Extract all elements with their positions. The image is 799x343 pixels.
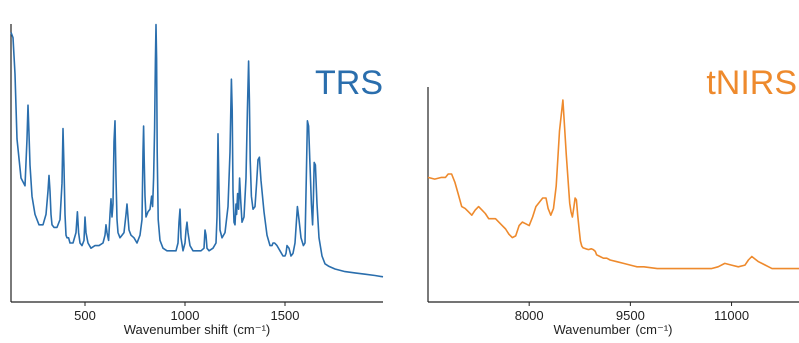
trs-x-axis-label-unit: (cm⁻¹): [233, 322, 270, 337]
trs-panel: 500 1000 1500 TRS Wavenumber shift (cm⁻¹): [10, 23, 384, 337]
tnirs-x-tick-label-8000: 8000: [515, 308, 544, 323]
tnirs-x-tick-label-9500: 9500: [616, 308, 645, 323]
trs-x-tick-label-1500: 1500: [271, 308, 300, 323]
tnirs-x-axis-label: Wavenumber (cm⁻¹): [553, 322, 672, 337]
trs-x-axis-label-text: Wavenumber shift: [124, 322, 229, 337]
tnirs-x-ticks: 8000 9500 11000: [515, 302, 749, 323]
tnirs-panel: 8000 9500 11000 tNIRS Wavenumber (cm⁻¹): [427, 64, 799, 337]
tnirs-x-axis-label-text: Wavenumber: [553, 322, 630, 337]
tnirs-title: tNIRS: [706, 64, 797, 102]
trs-x-tick-label-1000: 1000: [171, 308, 200, 323]
trs-title: TRS: [315, 64, 383, 102]
tnirs-x-axis-label-unit: (cm⁻¹): [635, 322, 672, 337]
tnirs-spectrum-line: [427, 99, 799, 270]
tnirs-x-tick-label-11000: 11000: [714, 308, 749, 323]
trs-x-axis-label: Wavenumber shift (cm⁻¹): [124, 322, 270, 337]
trs-x-ticks: 500 1000 1500: [74, 302, 299, 323]
trs-x-tick-label-500: 500: [74, 308, 96, 323]
trs-spectrum-line: [10, 23, 384, 278]
